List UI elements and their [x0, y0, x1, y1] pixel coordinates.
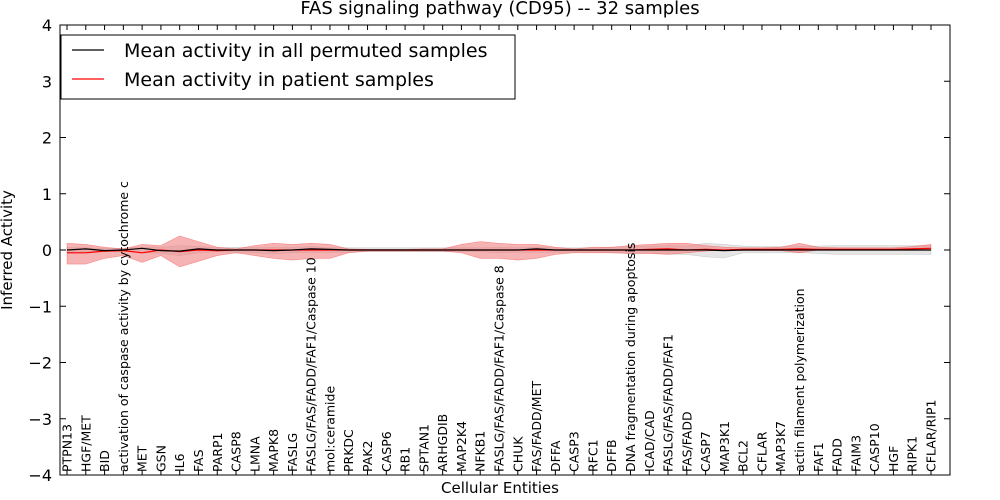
- x-tick-label: PTPN13: [60, 424, 75, 472]
- y-tick-label: −2: [28, 354, 52, 373]
- x-tick-labels: PTPN13 HGF/MET BID activation of caspase ac…: [60, 25, 939, 475]
- x-tick-label: activation of caspase activity by cytoch…: [116, 181, 131, 472]
- x-tick-label: DNA fragmentation during apoptosis: [623, 243, 638, 472]
- x-tick-label: HGF: [886, 446, 901, 472]
- x-tick-label: GSN: [153, 445, 168, 472]
- y-tick-label: −3: [28, 410, 52, 429]
- x-tick-label: CASP10: [867, 423, 882, 472]
- x-tick-label: FASLG/FAS/FADD/FAF1/Caspase 10: [304, 257, 319, 472]
- y-tick-label: −4: [28, 466, 52, 485]
- y-tick-label: −1: [28, 297, 52, 316]
- legend-label-patient: Mean activity in patient samples: [124, 69, 434, 91]
- x-tick-label: PARP1: [210, 433, 225, 472]
- y-tick-label: 2: [42, 129, 52, 148]
- x-tick-label: CASP3: [567, 431, 582, 472]
- x-tick-label: ICAD/CAD: [642, 410, 657, 472]
- x-tick-label: DFFA: [548, 440, 563, 472]
- x-tick-label: MAP3K7: [773, 421, 788, 472]
- y-axis-label: Inferred Activity: [0, 190, 16, 310]
- x-tick-label: RB1: [398, 447, 413, 472]
- x-tick-label: CFLAR: [755, 431, 770, 472]
- x-tick-label: NFKB1: [473, 431, 488, 472]
- legend-label-permuted: Mean activity in all permuted samples: [124, 40, 487, 62]
- x-tick-label: DFFB: [604, 439, 619, 472]
- legend: Mean activity in all permuted samples Me…: [60, 34, 516, 100]
- x-tick-label: mol:ceramide: [323, 386, 338, 472]
- line-series-0: [66, 247, 931, 252]
- x-tick-label: LMNA: [247, 436, 262, 472]
- x-tick-label: PAK2: [360, 441, 375, 472]
- x-tick-label: FASLG: [285, 433, 300, 472]
- x-tick-label: ARHGDIB: [435, 414, 450, 472]
- x-tick-label: RFC1: [585, 439, 600, 472]
- y-tick-label: 4: [42, 16, 52, 35]
- x-tick-label: SPTAN1: [416, 424, 431, 472]
- x-tick-label: MAP3K1: [717, 421, 732, 472]
- x-axis-label: Cellular Entities: [441, 479, 559, 497]
- x-tick-label: BCL2: [736, 440, 751, 472]
- x-tick-label: FADD: [830, 438, 845, 472]
- x-tick-label: MAP2K4: [454, 421, 469, 472]
- y-ticks: −4 −3 −2 −1 0 1 2 3 4: [28, 16, 950, 485]
- plot-frame: [59, 24, 951, 476]
- x-tick-label: MAPK8: [266, 429, 281, 472]
- y-tick-label: 3: [42, 72, 52, 91]
- x-tick-label: FAS/FADD: [679, 411, 694, 472]
- chart-title: FAS signaling pathway (CD95) -- 32 sampl…: [300, 0, 699, 19]
- x-tick-label: BID: [97, 450, 112, 472]
- x-tick-label: FASLG/FAS/FADD/FAF1/Caspase 8: [492, 265, 507, 472]
- legend-box: [60, 34, 516, 100]
- x-tick-label: HGF/MET: [78, 415, 93, 472]
- y-tick-label: 0: [42, 241, 52, 260]
- x-tick-label: CASP6: [379, 431, 394, 472]
- x-tick-label: CFLAR/RIP1: [924, 400, 939, 472]
- y-tick-label: 1: [42, 185, 52, 204]
- x-tick-label: MET: [135, 445, 150, 472]
- x-tick-label: FASLG/FAS/FADD/FAF1: [661, 334, 676, 472]
- x-tick-label: CASP8: [229, 431, 244, 472]
- x-tick-label: FAIM3: [848, 435, 863, 472]
- x-tick-label: IL6: [172, 453, 187, 472]
- x-tick-label: PRKDC: [341, 429, 356, 472]
- x-tick-label: FAS: [191, 449, 206, 472]
- x-tick-label: RIPK1: [905, 436, 920, 472]
- x-tick-label: CASP7: [698, 431, 713, 472]
- x-tick-label: CHUK: [510, 436, 525, 472]
- x-tick-label: FAS/FADD/MET: [529, 381, 544, 472]
- x-tick-label: FAF1: [811, 442, 826, 472]
- x-tick-label: actin filament polymerization: [792, 288, 807, 472]
- series-lines: [66, 247, 932, 254]
